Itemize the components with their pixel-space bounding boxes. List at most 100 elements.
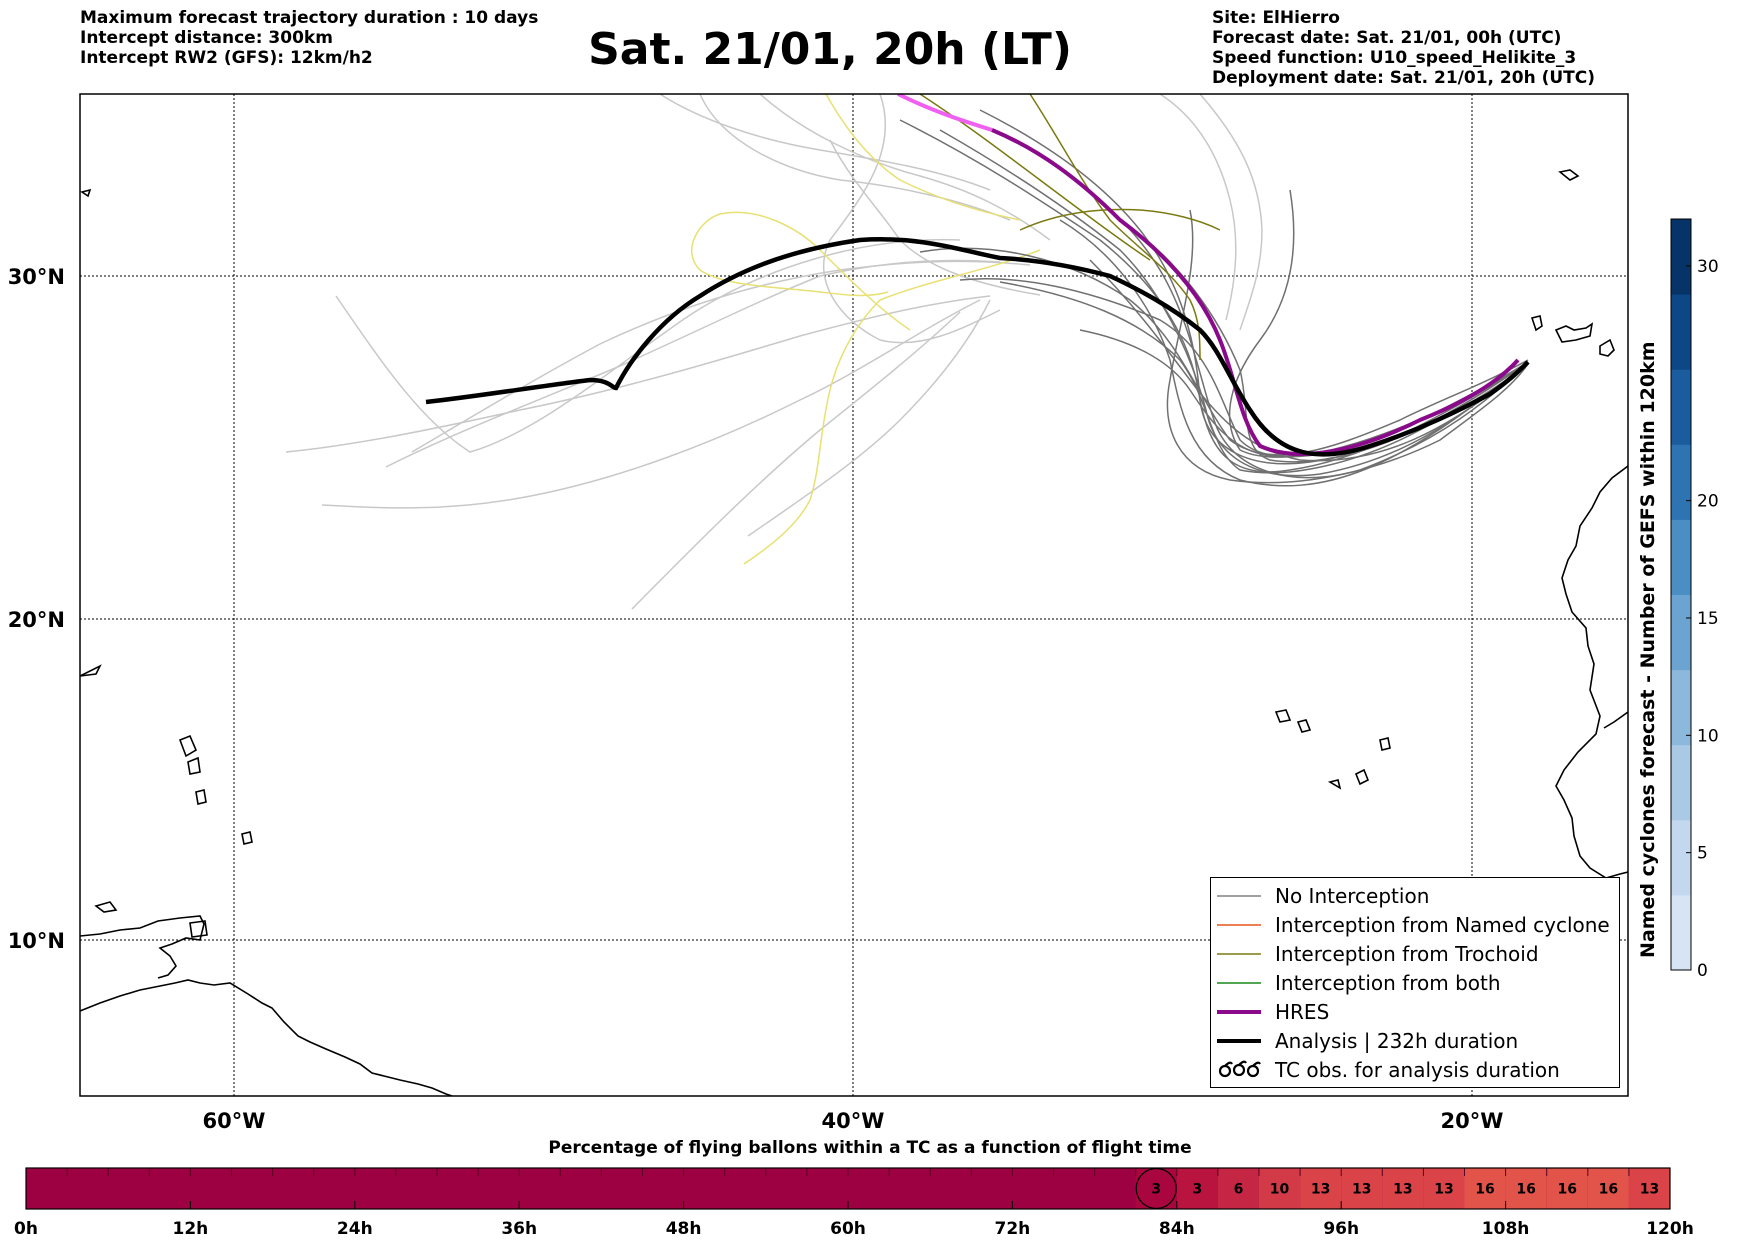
colorbar-label: Named cyclones forecast - Number of GEFS… (1637, 341, 1659, 958)
time-bar-cell (1135, 1168, 1177, 1209)
named-cyclone-colorbar: 0 5 10 15 20 30 (1670, 218, 1719, 981)
colorbar-cell (1671, 744, 1691, 821)
time-bar-tick-label: 72h (995, 1219, 1031, 1239)
caribbean-3 (187, 756, 201, 775)
legend-label: Interception from both (1275, 971, 1501, 995)
time-bar-cell-value: 13 (1393, 1182, 1412, 1198)
header-right-info: Site: ElHierro Forecast date: Sat. 21/01… (1212, 8, 1595, 88)
time-bar-cell-value: 13 (1311, 1182, 1330, 1198)
time-bar-cell (1505, 1168, 1547, 1209)
light-track (1199, 94, 1263, 331)
lat-label-10: 10°N (8, 929, 65, 953)
time-bar-cell (1217, 1168, 1259, 1209)
colorbar-cell (1671, 444, 1691, 520)
africa-coast (1555, 465, 1628, 879)
map-legend: No Interception Interception from Named … (1210, 877, 1620, 1088)
time-bar-cell (1546, 1168, 1588, 1209)
cape-verde-2 (1296, 719, 1312, 733)
time-bar-cell-value: 13 (1352, 1182, 1371, 1198)
light-track (823, 94, 1001, 344)
hres-track-early (897, 94, 993, 132)
caribbean-6 (80, 664, 102, 677)
time-bar-tick-label: 12h (173, 1219, 209, 1239)
longitude-labels: 60°W 40°W 20°W (203, 1109, 1504, 1133)
light-track (411, 260, 1031, 453)
light-track (699, 94, 1011, 221)
cape-verde-5 (1327, 779, 1342, 790)
legend-label: Analysis | 232h duration (1275, 1029, 1519, 1053)
canary-3 (1599, 338, 1615, 357)
legend-label: No Interception (1275, 884, 1430, 908)
colorbar-tick-label: 30 (1697, 257, 1719, 277)
ensemble-track (999, 281, 1529, 474)
hres-track (991, 128, 1520, 456)
legend-label: Interception from Named cyclone (1275, 913, 1610, 937)
deployment-date-text: Deployment date: Sat. 21/01, 20h (UTC) (1212, 68, 1596, 88)
lon-label-40: 40°W (822, 1109, 885, 1133)
time-bar-cell-value: 6 (1234, 1182, 1244, 1198)
legend-swatch (1217, 895, 1261, 897)
time-bar-tick-label: 24h (337, 1219, 373, 1239)
caribbean-2 (195, 789, 207, 805)
colorbar-tick-label: 15 (1697, 609, 1719, 629)
light-track (759, 94, 1051, 241)
site-text: Site: ElHierro (1212, 8, 1340, 28)
time-bar-cell-value: 3 (1192, 1182, 1202, 1198)
time-bar-cell-value: 16 (1599, 1182, 1618, 1198)
ensemble-track (1029, 149, 1529, 479)
caribbean-4 (241, 831, 253, 845)
bermuda (80, 188, 92, 198)
speed-function-text: Speed function: U10_speed_Helikite_3 (1212, 48, 1577, 68)
pale-yellow-track (690, 211, 911, 331)
time-bar-tick-label: 96h (1323, 1219, 1359, 1239)
cape-verde-1 (1274, 709, 1292, 723)
africa-coast-west (1603, 711, 1628, 729)
time-bar-cell-value: 10 (1270, 1182, 1290, 1198)
legend-swatch (1217, 953, 1261, 955)
forecast-date-text: Forecast date: Sat. 21/01, 00h (UTC) (1212, 28, 1562, 48)
canary-1 (1530, 315, 1543, 332)
lat-label-30: 30°N (8, 265, 65, 289)
ensemble-track (1228, 189, 1529, 458)
coastlines (80, 169, 1628, 1096)
trochoid-light-trajectories (690, 94, 1041, 565)
ensemble-light-trajectories (285, 94, 1263, 610)
time-bar-tick-label: 60h (830, 1219, 866, 1239)
south-america-coast (80, 979, 453, 1096)
max-duration-text: Maximum forecast trajectory duration : 1… (80, 8, 539, 28)
time-bar-cell (1587, 1168, 1629, 1209)
legend-swatch (1217, 1010, 1261, 1014)
intercept-rw2-text: Intercept RW2 (GFS): 12km/h2 (80, 48, 373, 68)
trinidad-island (189, 920, 208, 938)
colorbar-cell (1671, 219, 1691, 295)
time-bar-tick-label: 120h (1646, 1219, 1694, 1239)
time-bar-cell (1423, 1168, 1465, 1209)
colorbar-tick-label: 20 (1697, 492, 1719, 512)
ensemble-track (1079, 329, 1529, 458)
time-bar-cell (1300, 1168, 1342, 1209)
colorbar-cell (1671, 819, 1691, 896)
caribbean-1 (178, 734, 198, 758)
light-track (335, 238, 961, 453)
lon-label-20: 20°W (1441, 1109, 1504, 1133)
time-bar-tick-label: 36h (501, 1219, 537, 1239)
tc-percentage-time-bar: 3 3 6 10 13 13 13 13 16 16 16 16 13 0h 12h 24h 36h 48h 60… (14, 1167, 1694, 1239)
intercept-distance-text: Intercept distance: 300km (80, 28, 333, 48)
time-bar-tick-label: 84h (1159, 1219, 1195, 1239)
canary-2 (1554, 322, 1594, 343)
time-bar-cell (1341, 1168, 1383, 1209)
legend-swatch (1217, 1039, 1261, 1043)
light-track (747, 299, 991, 537)
time-bar-title: Percentage of flying ballons within a TC… (548, 1138, 1192, 1158)
light-track (1159, 94, 1237, 321)
cyclone-symbols-icon (1218, 1060, 1261, 1078)
time-bar-cell-value: 16 (1516, 1182, 1535, 1198)
legend-swatch (1217, 924, 1261, 926)
light-track (631, 311, 961, 610)
time-bar-cell-value: 16 (1475, 1182, 1494, 1198)
time-bar-tick-label: 0h (14, 1219, 38, 1239)
colorbar-tick-label: 0 (1697, 961, 1708, 981)
pale-yellow-track (743, 249, 1041, 565)
caribbean-5 (94, 901, 118, 913)
